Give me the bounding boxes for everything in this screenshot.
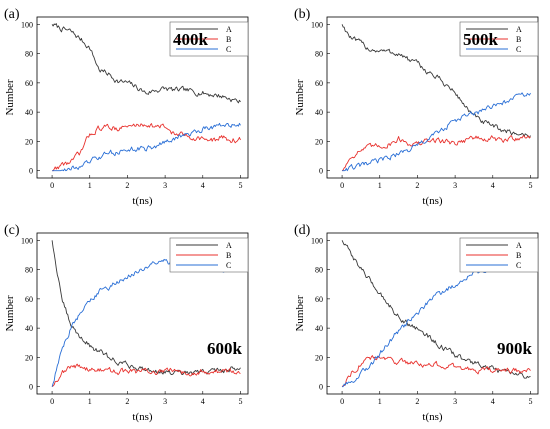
y-tick-label: 80 [315,266,323,275]
x-tick-label: 3 [163,397,167,406]
legend-label-B: B [226,35,231,44]
legend-label-B: B [226,251,231,260]
y-axis-label: Number [4,79,16,115]
series-line-B [341,135,531,172]
x-tick-label: 4 [491,397,495,406]
x-tick-label: 0 [50,397,54,406]
y-tick-label: 20 [315,353,323,362]
temperature-label: 400k [173,30,209,49]
panel-letter: (c) [4,223,20,238]
y-tick-label: 0 [319,167,323,176]
y-tick-label: 80 [25,50,33,59]
x-tick-label: 3 [453,397,457,406]
plot-frame [36,16,249,179]
legend-label-C: C [226,45,231,54]
x-tick-label: 0 [340,181,344,190]
legend-label-C: C [516,45,521,54]
legend-label-A: A [516,25,522,34]
series-line-B [51,363,241,388]
legend-label-A: A [226,25,232,34]
panel-letter: (d) [294,223,311,238]
legend-label-C: C [226,261,231,270]
x-tick-label: 5 [528,181,532,190]
plot-frame [326,16,539,179]
y-tick-label: 0 [319,383,323,392]
x-tick-label: 5 [528,397,532,406]
y-tick-label: 80 [315,50,323,59]
x-axis-label: t(ns) [132,195,153,207]
y-tick-label: 100 [311,20,323,29]
plot-frame [326,232,539,395]
y-tick-label: 100 [21,236,33,245]
y-tick-label: 60 [315,79,323,88]
legend: ABC [169,237,249,273]
temperature-label: 500k [463,30,499,49]
x-tick-label: 2 [415,181,419,190]
legend: ABC [459,21,539,57]
x-tick-label: 1 [378,397,382,406]
x-axis-label: t(ns) [422,195,443,207]
y-axis-label: Number [4,295,16,331]
x-axis-label: t(ns) [422,411,443,423]
y-tick-label: 40 [315,324,323,333]
y-tick-label: 100 [311,236,323,245]
x-tick-label: 0 [340,397,344,406]
panel-3: (c) 0 1 2 3 4 5 0 20 40 60 80 100 t(ns) Number ABC 600k [4,223,249,423]
legend: ABC [169,21,249,57]
temperature-label: 900k [497,339,533,358]
series-line-A [51,240,241,376]
x-axis-label: t(ns) [132,411,153,423]
y-tick-label: 60 [25,79,33,88]
y-axis-label: Number [294,79,306,115]
x-tick-label: 0 [50,181,54,190]
series-line-B [52,123,241,172]
temperature-label: 600k [207,339,243,358]
y-tick-label: 20 [25,137,33,146]
y-tick-label: 80 [25,266,33,275]
x-tick-label: 4 [201,397,205,406]
series-line-B [341,355,531,388]
x-tick-label: 2 [125,181,129,190]
plot-frame [36,232,249,395]
y-tick-label: 60 [25,295,33,304]
x-tick-label: 4 [201,181,205,190]
y-tick-label: 100 [21,20,33,29]
y-axis-label: Number [294,295,306,331]
y-tick-label: 20 [315,137,323,146]
series-line-C [52,122,241,172]
x-tick-label: 3 [453,181,457,190]
y-tick-label: 40 [315,108,323,117]
x-tick-label: 1 [88,397,92,406]
y-tick-label: 0 [29,383,33,392]
legend: ABC [459,237,539,273]
series-line-C [342,92,531,172]
y-tick-label: 40 [25,324,33,333]
legend-label-C: C [516,261,521,270]
legend-label-A: A [516,241,522,250]
x-tick-label: 5 [238,397,242,406]
x-tick-label: 1 [88,181,92,190]
x-tick-label: 1 [378,181,382,190]
y-tick-label: 40 [25,108,33,117]
series-line-C [342,263,531,388]
series-line-A [341,24,531,139]
x-tick-label: 2 [415,397,419,406]
legend-label-A: A [226,241,232,250]
panel-letter: (a) [4,7,20,22]
panel-4: (d) 0 1 2 3 4 5 0 20 40 60 80 100 t(ns) Number ABC 900k [294,223,539,423]
series-line-A [51,23,241,104]
y-tick-label: 0 [29,167,33,176]
y-tick-label: 20 [25,353,33,362]
x-tick-label: 4 [491,181,495,190]
legend-label-B: B [516,35,521,44]
y-tick-label: 60 [315,295,323,304]
x-tick-label: 2 [125,397,129,406]
legend-label-B: B [516,251,521,260]
panel-letter: (b) [294,7,311,22]
x-tick-label: 5 [238,181,242,190]
x-tick-label: 3 [163,181,167,190]
